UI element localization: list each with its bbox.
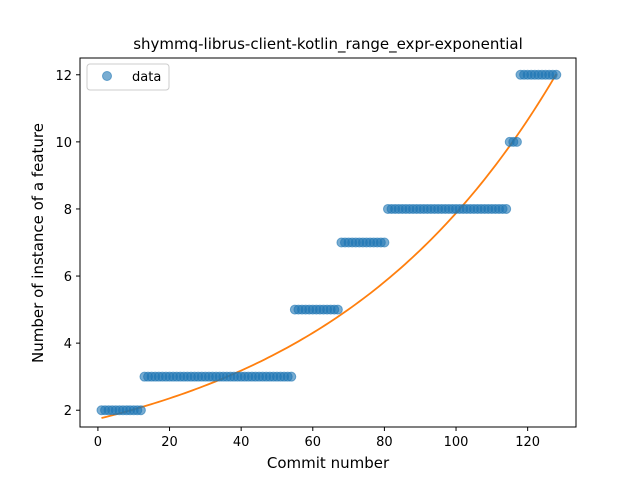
fit-line <box>101 73 558 419</box>
x-tick-label: 80 <box>376 435 393 450</box>
y-tick-label: 8 <box>64 203 72 218</box>
y-tick-label: 2 <box>64 404 72 419</box>
data-point <box>286 371 297 382</box>
x-tick-label: 0 <box>94 435 102 450</box>
y-axis-label: Number of instance of a feature <box>29 123 47 363</box>
data-point <box>501 203 512 214</box>
data-point <box>379 237 390 248</box>
x-tick-label: 120 <box>515 435 540 450</box>
data-point <box>135 405 146 416</box>
chart-title: shymmq-librus-client-kotlin_range_expr-e… <box>133 35 523 54</box>
x-tick-label: 20 <box>161 435 178 450</box>
legend: data <box>86 63 170 91</box>
data-point <box>551 69 562 80</box>
x-tick-label: 100 <box>444 435 469 450</box>
legend-marker-data <box>102 71 112 81</box>
data-points-layer <box>96 69 562 416</box>
data-point <box>511 136 522 147</box>
axes-frame <box>79 57 577 428</box>
plot-area <box>79 57 577 428</box>
y-tick-label: 6 <box>64 270 72 285</box>
y-tick-label: 4 <box>64 337 72 352</box>
x-tick-label: 40 <box>233 435 250 450</box>
data-point <box>332 304 343 315</box>
y-tick-label: 12 <box>55 69 72 84</box>
ticks-layer: 0 20 40 60 80 100 120 2 4 6 8 10 12 <box>55 69 540 450</box>
y-tick-label: 10 <box>55 136 72 151</box>
x-axis-label: Commit number <box>267 454 390 472</box>
fit-curve-layer <box>101 73 558 419</box>
legend-label-data: data <box>132 70 161 85</box>
x-tick-label: 60 <box>305 435 322 450</box>
legend-box <box>86 63 170 91</box>
